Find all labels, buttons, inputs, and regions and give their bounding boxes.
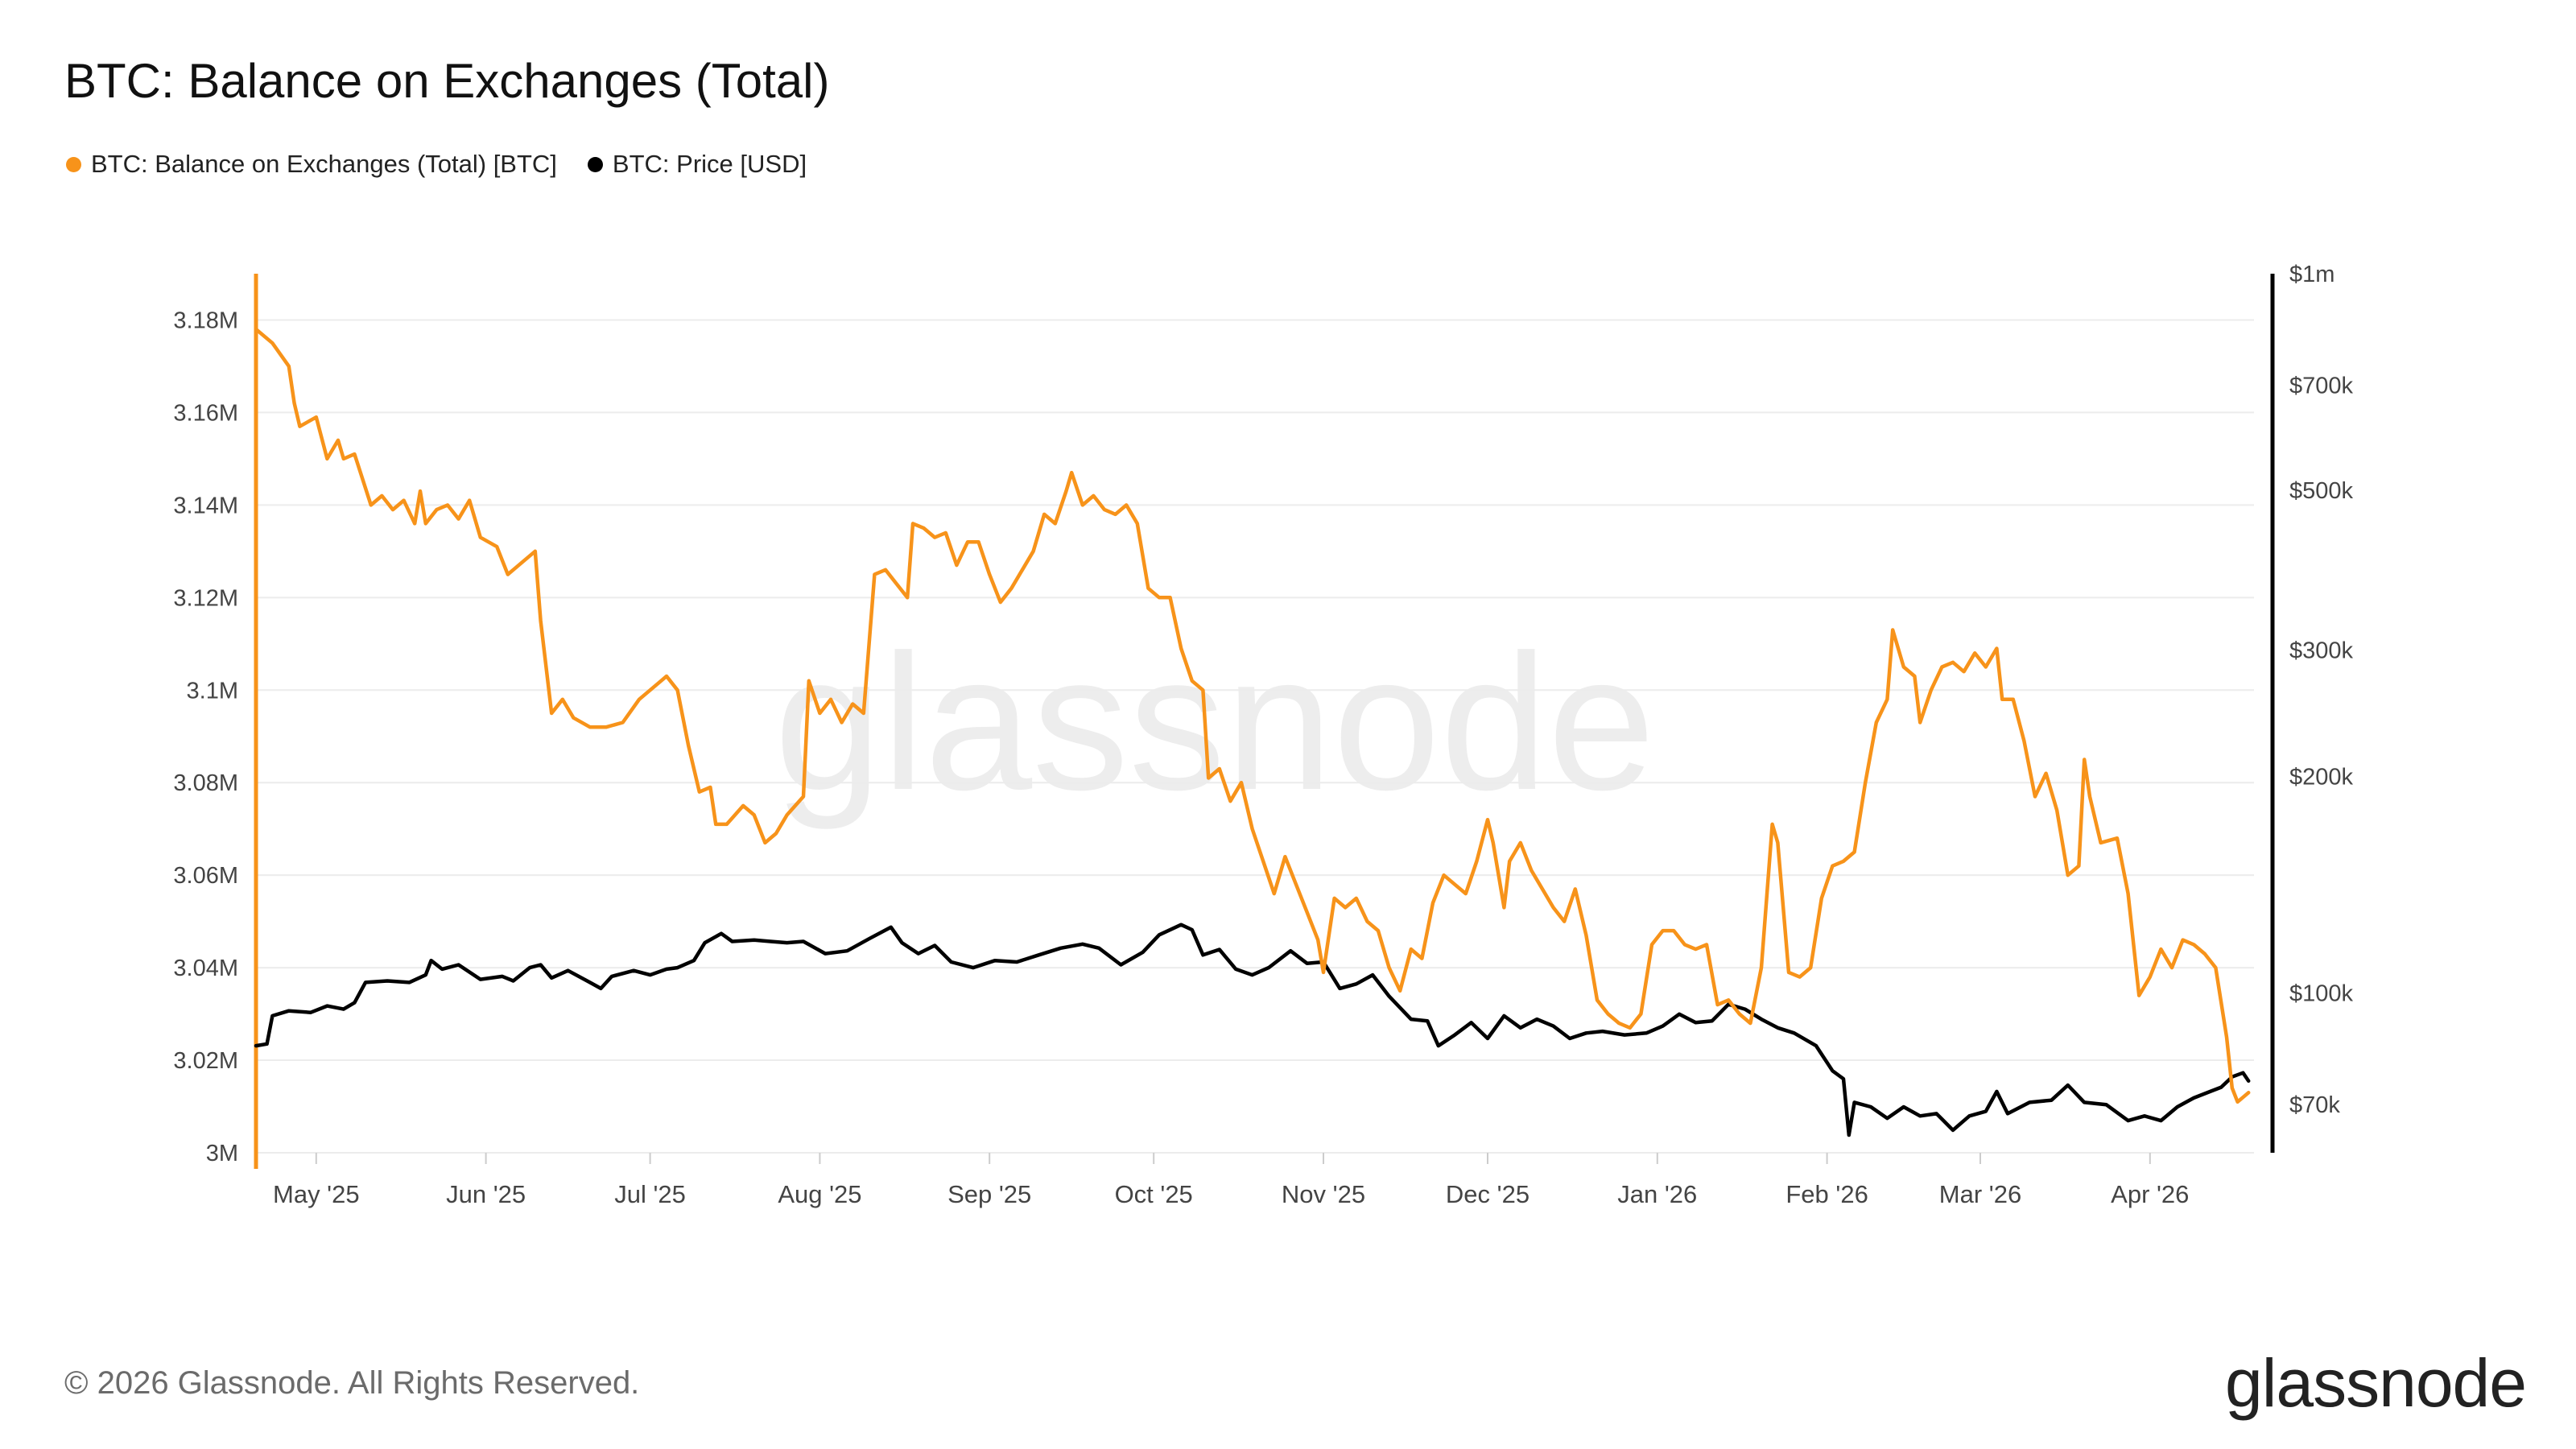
x-tick-label: Nov '25 <box>1282 1180 1365 1208</box>
y-left-tick-label: 3M <box>206 1141 238 1166</box>
x-tick-label: May '25 <box>273 1180 360 1208</box>
legend-item-price[interactable]: BTC: Price [USD] <box>587 150 807 179</box>
y-left-tick-label: 3.14M <box>173 493 238 518</box>
watermark: glassnode <box>774 614 1655 830</box>
x-tick-label: Jun '25 <box>446 1180 526 1208</box>
x-tick-label: Jul '25 <box>614 1180 686 1208</box>
legend-label-price: BTC: Price [USD] <box>612 150 807 178</box>
legend-dot-price <box>587 156 603 172</box>
x-tick-label: Aug '25 <box>778 1180 861 1208</box>
x-tick-label: Apr '26 <box>2111 1180 2189 1208</box>
chart-title: BTC: Balance on Exchanges (Total) <box>64 54 830 108</box>
x-tick-label: Jan '26 <box>1617 1180 1697 1208</box>
x-tick-label: Feb '26 <box>1785 1180 1868 1208</box>
y-right-tick-label: $1m <box>2289 262 2334 287</box>
series-line-balance <box>254 327 2251 1104</box>
y-left-tick-label: 3.18M <box>173 308 238 333</box>
y-right-tick-label: $200k <box>2289 765 2354 791</box>
series-line-price <box>254 923 2251 1137</box>
legend: BTC: Balance on Exchanges (Total) [BTC] … <box>66 150 837 179</box>
x-tick-label: Dec '25 <box>1446 1180 1530 1208</box>
legend-label-balance: BTC: Balance on Exchanges (Total) [BTC] <box>91 150 557 178</box>
x-tick-label: Mar '26 <box>1939 1180 2021 1208</box>
y-left-tick-label: 3.06M <box>173 863 238 889</box>
y-left-tick-label: 3.12M <box>173 585 238 611</box>
y-left-tick-label: 3.02M <box>173 1048 238 1074</box>
y-right-tick-label: $700k <box>2289 373 2354 398</box>
y-left-tick-label: 3.1M <box>187 678 238 704</box>
legend-dot-balance <box>66 156 81 172</box>
y-right-tick-label: $300k <box>2289 638 2354 663</box>
y-right-tick-label: $70k <box>2289 1092 2340 1118</box>
y-right-tick-label: $500k <box>2289 478 2354 504</box>
brand-logo: glassnode <box>2225 1345 2527 1421</box>
copyright-footer: © 2026 Glassnode. All Rights Reserved. <box>64 1365 640 1401</box>
y-left-tick-label: 3.04M <box>173 956 238 981</box>
legend-item-balance[interactable]: BTC: Balance on Exchanges (Total) [BTC] <box>66 150 557 179</box>
x-tick-label: Sep '25 <box>947 1180 1031 1208</box>
y-right-tick-label: $100k <box>2289 981 2354 1007</box>
x-tick-label: Oct '25 <box>1115 1180 1193 1208</box>
y-left-tick-label: 3.08M <box>173 770 238 796</box>
y-left-tick-label: 3.16M <box>173 400 238 426</box>
